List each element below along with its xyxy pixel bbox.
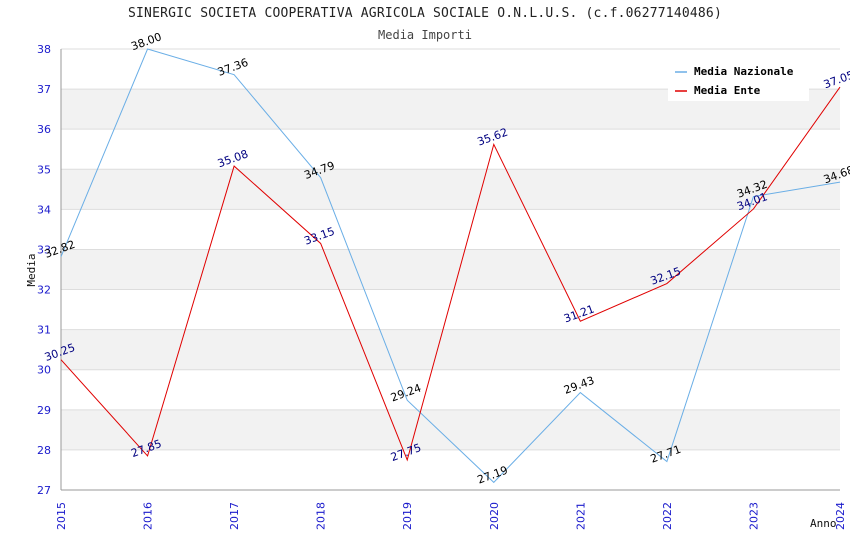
- grid-band: [61, 249, 840, 290]
- y-tick-label: 31: [37, 324, 51, 337]
- legend: Media Nazionale Media Ente: [668, 60, 809, 101]
- y-axis-label: Media: [25, 253, 38, 286]
- y-tick-label: 29: [37, 404, 51, 417]
- data-label: 37.05: [822, 68, 850, 91]
- y-tick-label: 32: [37, 284, 51, 297]
- chart-subtitle: Media Importi: [378, 28, 472, 42]
- x-tick-label: 2020: [488, 502, 501, 530]
- x-tick-labels: 2015 2016 2017 2018 2019 2020 2021 2022 2023 2024: [55, 502, 847, 530]
- y-tick-label: 28: [37, 444, 51, 457]
- grid-band: [61, 329, 840, 370]
- data-label: 35.08: [216, 147, 250, 170]
- data-label: 31.21: [562, 302, 596, 325]
- y-tick-label: 30: [37, 364, 51, 377]
- x-tick-label: 2023: [747, 502, 760, 530]
- series-line-media-ente: [60, 86, 841, 462]
- data-label: 38.00: [129, 30, 163, 53]
- y-tick-label: 27: [37, 484, 51, 497]
- data-label: 33.15: [302, 225, 336, 248]
- x-tick-label: 2019: [401, 502, 414, 530]
- y-tick-label: 37: [37, 83, 51, 96]
- y-tick-label: 34: [37, 203, 51, 216]
- y-tick-label: 35: [37, 163, 51, 176]
- grid-bands: [61, 89, 840, 450]
- y-tick-label: 38: [37, 43, 51, 56]
- x-tick-label: 2016: [142, 502, 155, 530]
- x-tick-label: 2015: [55, 502, 68, 530]
- y-tick-label: 33: [37, 243, 51, 256]
- x-tick-label: 2022: [661, 502, 674, 530]
- x-tick-label: 2021: [574, 502, 587, 530]
- chart-title: SINERGIC SOCIETA COOPERATIVA AGRICOLA SO…: [128, 6, 722, 21]
- axes: [60, 49, 840, 491]
- series-line-media-nazionale: [60, 48, 841, 484]
- x-tick-label: 2018: [315, 502, 328, 530]
- grid-band: [61, 169, 840, 210]
- series-lines: [60, 48, 841, 484]
- data-label: 27.19: [476, 464, 510, 487]
- data-label: 29.24: [389, 381, 423, 404]
- legend-label-media-ente: Media Ente: [694, 84, 761, 97]
- x-tick-label: 2024: [834, 502, 847, 530]
- data-label: 37.36: [216, 56, 250, 79]
- y-tick-labels: 27 28 29 30 31 32 33 34 35 36 37 38: [37, 43, 51, 497]
- legend-label-media-nazionale: Media Nazionale: [694, 65, 794, 78]
- x-axis-label: Anno: [810, 517, 837, 530]
- grid-band: [61, 409, 840, 450]
- y-tick-label: 36: [37, 123, 51, 136]
- x-tick-label: 2017: [228, 502, 241, 530]
- legend-box: [668, 60, 809, 101]
